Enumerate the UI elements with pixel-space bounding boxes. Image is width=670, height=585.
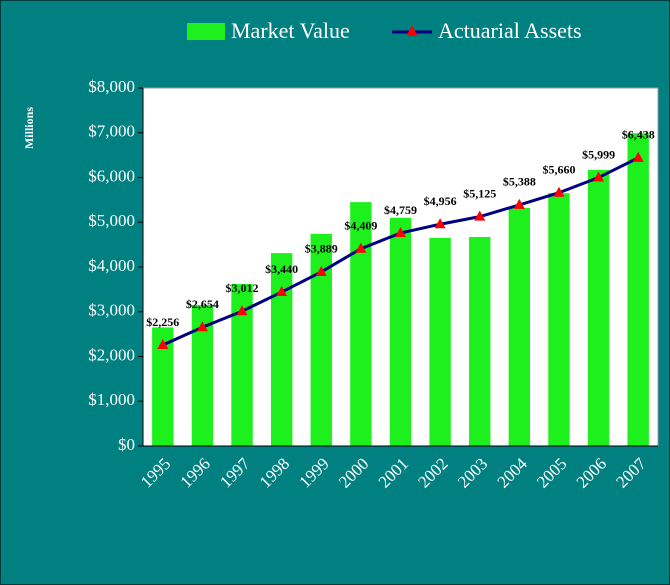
data-label: $2,654	[186, 297, 219, 311]
data-label: $3,012	[226, 281, 259, 295]
bar	[429, 237, 451, 446]
y-tick-label: $6,000	[88, 166, 135, 185]
y-tick-label: $4,000	[88, 256, 135, 275]
bar	[587, 169, 610, 446]
data-label: $4,409	[344, 218, 377, 232]
y-tick-label: $2,000	[88, 345, 135, 364]
y-tick-label: $7,000	[88, 122, 135, 141]
bar	[508, 207, 531, 446]
marker	[593, 171, 605, 182]
y-tick-label: $0	[118, 435, 135, 454]
bar	[627, 133, 649, 446]
legend-swatch	[187, 23, 225, 40]
marker	[632, 151, 644, 162]
marker	[157, 339, 169, 350]
bar	[152, 327, 174, 446]
y-tick-label: $8,000	[88, 77, 135, 96]
data-label: $5,388	[503, 175, 536, 189]
bar	[191, 305, 214, 446]
marker	[315, 265, 327, 276]
data-label: $2,256	[146, 315, 179, 329]
bar	[548, 193, 570, 446]
data-label: $3,889	[305, 242, 338, 256]
data-label: $5,125	[463, 186, 496, 200]
data-label: $5,999	[582, 147, 615, 161]
marker	[236, 305, 248, 316]
marker	[355, 242, 367, 253]
marker	[196, 321, 208, 332]
y-tick-label: $1,000	[88, 390, 135, 409]
marker	[474, 210, 486, 221]
y-axis-label: Millions	[22, 107, 36, 149]
marker	[434, 218, 446, 229]
legend-label: Market Value	[231, 18, 350, 43]
data-label: $4,759	[384, 203, 417, 217]
marker	[395, 227, 406, 238]
data-label: $5,660	[542, 162, 575, 176]
bar	[270, 253, 293, 446]
bar	[389, 217, 412, 446]
legend-marker	[406, 25, 418, 36]
data-label: $3,440	[265, 262, 298, 276]
bar	[350, 202, 372, 446]
y-tick-label: $5,000	[88, 211, 135, 230]
marker	[276, 286, 288, 297]
bar	[231, 284, 253, 446]
marker	[513, 198, 525, 209]
data-label: $6,438	[622, 128, 655, 142]
data-label: $4,956	[424, 194, 457, 208]
legend-label: Actuarial Assets	[438, 18, 582, 43]
bar	[469, 237, 491, 446]
bar	[310, 233, 332, 446]
y-tick-label: $3,000	[88, 301, 135, 320]
marker	[553, 186, 565, 197]
